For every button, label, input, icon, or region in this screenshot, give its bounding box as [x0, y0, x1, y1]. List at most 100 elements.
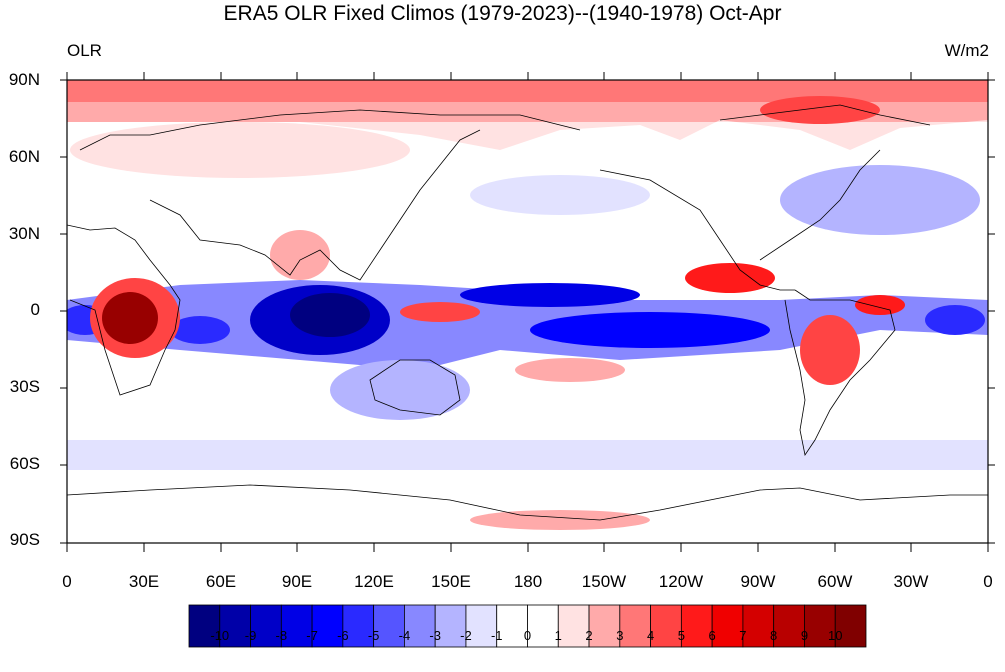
central-pacific-cool-band [460, 283, 640, 307]
lon-label-180: 180 [513, 572, 543, 591]
olr-anomaly-field [67, 80, 988, 530]
lon-label-90w: 90W [740, 572, 776, 591]
colorbar-tick-label: -2 [460, 628, 472, 643]
north-america-west-coastline [599, 169, 795, 291]
colorbar-swatch [650, 604, 682, 648]
colorbar-swatch [804, 604, 836, 648]
colorbar-swatch [373, 604, 405, 648]
variable-label: OLR [67, 41, 102, 60]
colorbar-swatch [342, 604, 375, 648]
colorbar-tick-label: 4 [646, 628, 655, 643]
colorbar-tick-label: -5 [367, 628, 380, 643]
india-warm-region [270, 230, 330, 280]
north-america-east-coastline [759, 149, 881, 261]
lon-label-120w: 120W [658, 572, 704, 591]
map-title: ERA5 OLR Fixed Climos (1979-2023)--(1940… [223, 2, 782, 25]
colorbar-tick-label: 6 [708, 628, 716, 643]
lon-label-120e: 120E [354, 572, 394, 591]
new-guinea-warm-region [400, 302, 480, 322]
colorbar-tick-label: 7 [739, 628, 747, 643]
east-pacific-warm-region [685, 263, 775, 293]
greenland-coastline [719, 104, 931, 126]
lat-label-60s: 60S [9, 454, 40, 473]
australia-coastline [369, 359, 461, 416]
colorbar-swatch [219, 604, 251, 648]
south-america-coastline [784, 289, 896, 457]
colorbar-swatch [834, 604, 867, 648]
lon-label-0: 0 [62, 572, 72, 591]
colorbar-tick-label: 10 [827, 628, 843, 643]
axis-ticks [60, 72, 995, 552]
lon-label-60w: 60W [817, 572, 853, 591]
colorbar-swatch [188, 604, 221, 648]
colorbar-tick-label: -3 [429, 628, 441, 643]
colorbar-tick-label: 3 [616, 628, 624, 643]
canada-warm-region [760, 96, 880, 124]
colorbar-tick-label: -1 [490, 628, 503, 643]
colorbar-swatch [250, 604, 282, 648]
lat-label-90n: 90N [8, 70, 40, 89]
colorbar-tick-label: -6 [337, 628, 349, 643]
coastlines [67, 104, 988, 521]
southern-itcz-cool-band [530, 312, 770, 348]
lat-label-0: 0 [30, 300, 40, 319]
colorbar-swatch [280, 604, 313, 648]
lon-label-0-east: 0 [983, 572, 993, 591]
colorbar-swatch [742, 604, 775, 648]
lon-label-150w: 150W [581, 572, 627, 591]
indian-ocean-cool-region [170, 316, 230, 344]
lat-label-30s: 30S [9, 377, 40, 396]
colorbar-swatch [557, 604, 590, 648]
lon-label-60e: 60E [205, 572, 237, 591]
brazil-warm-region [855, 295, 905, 315]
north-pacific-cool-region [470, 175, 650, 215]
colorbar [188, 604, 867, 648]
south-america-warm-region [800, 315, 860, 385]
colorbar-swatch [588, 604, 621, 648]
colorbar-tick-label: -9 [244, 628, 257, 643]
lat-label-90s: 90S [9, 530, 40, 549]
lat-label-60n: 60N [8, 147, 40, 166]
africa-coastline [67, 224, 181, 396]
australia-cool-region [330, 360, 470, 420]
colorbar-swatch [311, 604, 344, 648]
lon-label-150e: 150E [431, 572, 471, 591]
colorbar-swatch [434, 604, 467, 648]
colorbar-tick-label: -4 [398, 628, 411, 643]
eurasia-warm-region [70, 122, 410, 178]
indonesia-strong-cool-core [290, 293, 370, 337]
eurasia-north-coastline [79, 109, 581, 151]
colorbar-tick-label: 2 [585, 628, 593, 643]
colorbar-swatch [527, 604, 559, 648]
colorbar-swatch [711, 604, 744, 648]
colorbar-swatch [465, 604, 498, 648]
south-pacific-warm-region [515, 358, 625, 382]
colorbar-tick-label: -8 [275, 628, 288, 643]
lat-label-30n: 30N [8, 224, 40, 243]
colorbar-tick-label: 1 [554, 628, 562, 643]
subarctic-warm-fringe [67, 120, 988, 150]
antarctica-coastline [67, 484, 988, 521]
lon-label-30w: 30W [893, 572, 929, 591]
africa-warm-core [102, 292, 158, 344]
antarctic-warm-region [470, 510, 650, 530]
colorbar-tick-label: -10 [210, 628, 230, 643]
colorbar-swatch [404, 604, 436, 648]
colorbar-tick-label: 5 [677, 628, 685, 643]
lon-label-30e: 30E [128, 572, 160, 591]
colorbar-tick-label: -7 [306, 628, 318, 643]
lon-label-90e: 90E [281, 572, 313, 591]
units-label: W/m2 [944, 41, 989, 60]
asia-coastline [149, 129, 481, 281]
colorbar-tick-label: 8 [770, 628, 778, 643]
north-atlantic-cool-region [780, 165, 980, 235]
colorbar-swatch [773, 604, 805, 648]
colorbar-tick-label: 0 [523, 628, 532, 643]
arctic-warm-core [67, 80, 988, 102]
colorbar-swatch [619, 604, 651, 648]
southern-ocean-cool-band [67, 440, 988, 470]
atlantic-cool-region [925, 305, 985, 335]
colorbar-tick-label: 9 [800, 628, 809, 643]
colorbar-swatch [496, 604, 528, 648]
